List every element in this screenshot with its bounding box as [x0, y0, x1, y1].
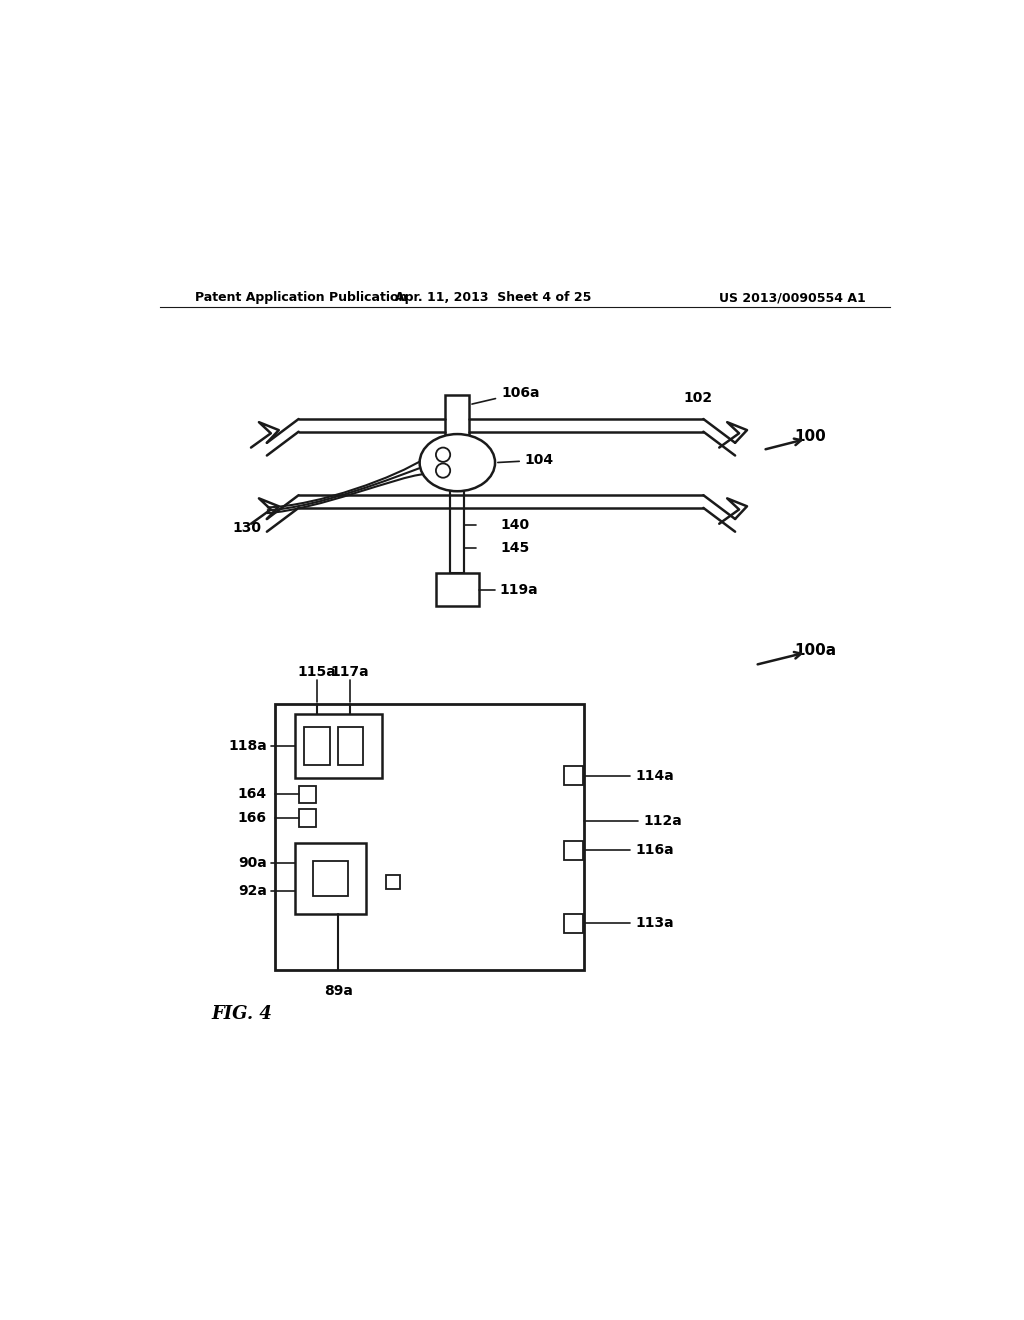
- Text: 113a: 113a: [636, 916, 675, 931]
- Bar: [451, 491, 465, 573]
- Text: 130: 130: [232, 521, 261, 536]
- Text: FIG. 4: FIG. 4: [211, 1006, 272, 1023]
- Bar: [563, 766, 583, 785]
- Text: 140: 140: [500, 519, 529, 532]
- Text: 104: 104: [498, 453, 554, 467]
- Text: 106a: 106a: [472, 385, 540, 404]
- Text: US 2013/0090554 A1: US 2013/0090554 A1: [719, 292, 866, 304]
- Bar: [304, 727, 330, 766]
- Text: Apr. 11, 2013  Sheet 4 of 25: Apr. 11, 2013 Sheet 4 of 25: [395, 292, 591, 304]
- Bar: [563, 913, 583, 933]
- Bar: [295, 842, 367, 915]
- Bar: [312, 861, 348, 896]
- Ellipse shape: [420, 434, 495, 491]
- Bar: [445, 395, 469, 442]
- Text: 164: 164: [238, 787, 267, 801]
- Text: 100a: 100a: [795, 643, 837, 659]
- Text: 115a: 115a: [298, 664, 336, 678]
- Text: 145: 145: [500, 541, 529, 554]
- Text: 118a: 118a: [228, 739, 267, 752]
- Bar: [299, 809, 316, 826]
- Text: 116a: 116a: [636, 843, 675, 857]
- Text: 92a: 92a: [238, 884, 267, 899]
- Bar: [295, 714, 382, 777]
- Bar: [563, 841, 583, 859]
- Text: 102: 102: [684, 391, 713, 405]
- Text: 100: 100: [795, 429, 826, 444]
- Text: 89a: 89a: [324, 983, 352, 998]
- Text: 166: 166: [238, 812, 267, 825]
- Text: 114a: 114a: [636, 768, 675, 783]
- Text: 119a: 119a: [499, 582, 538, 597]
- Text: 117a: 117a: [331, 664, 370, 678]
- Text: 112a: 112a: [644, 814, 683, 828]
- Bar: [299, 785, 316, 803]
- Bar: [338, 727, 362, 766]
- Text: 90a: 90a: [239, 855, 267, 870]
- Text: Patent Application Publication: Patent Application Publication: [196, 292, 408, 304]
- Bar: [274, 704, 585, 970]
- Bar: [386, 875, 400, 890]
- Bar: [435, 573, 479, 606]
